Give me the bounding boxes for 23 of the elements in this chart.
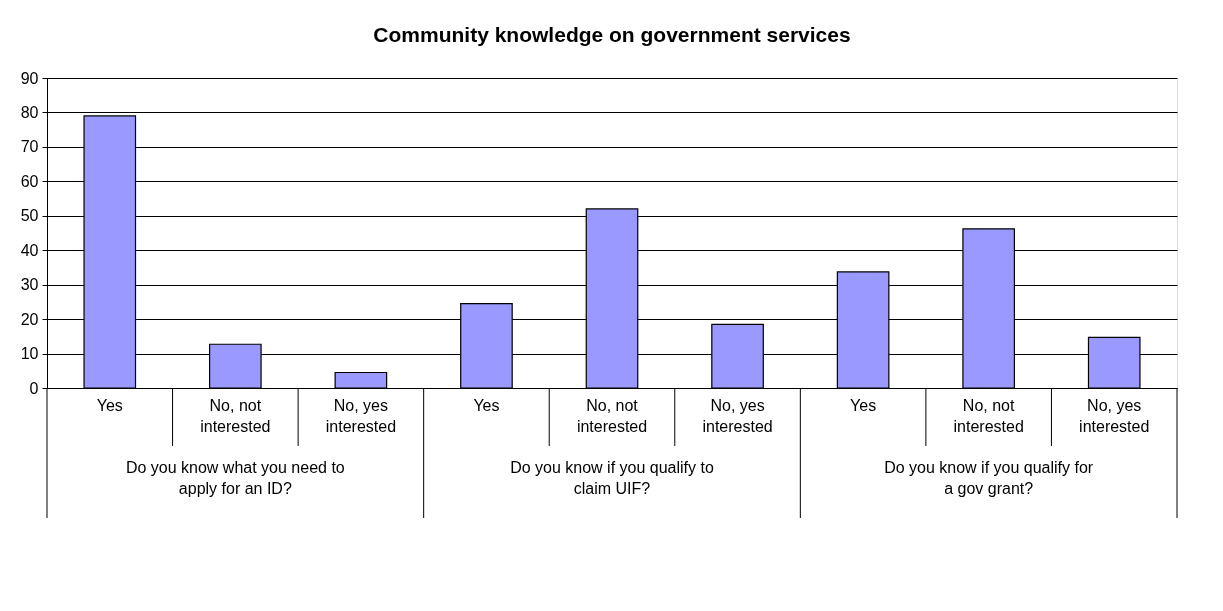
x-tick-label: No, yes interested: [325, 397, 397, 435]
x-tick-label: Yes: [473, 397, 500, 414]
x-tick-label: Yes: [96, 397, 123, 414]
x-tick-label: No, yes interested: [702, 397, 773, 435]
x-tick-label: Yes: [850, 397, 877, 414]
x-tick-label: No, yes interested: [1079, 397, 1150, 435]
text: Do you know what you need to apply for an ID?: [125, 459, 345, 497]
y-tick-label: 80: [20, 103, 39, 121]
y-tick-label: 50: [20, 207, 39, 225]
y-tick-label: 70: [20, 138, 39, 156]
x-tick-label: No, not interested: [576, 397, 648, 435]
y-tick-label: 30: [20, 276, 39, 294]
y-tick-label: 20: [20, 310, 39, 328]
y-tick-label: 60: [20, 172, 39, 190]
y-tick-label: 10: [20, 345, 39, 363]
x-tick-label: No, not interested: [953, 397, 1024, 435]
text: Do you know if you qualify to claim UIF?: [510, 459, 714, 497]
x-tick-label: No, not interested: [200, 397, 271, 435]
text: Do you know if you qualify for a gov grant?: [884, 459, 1094, 497]
y-tick-label: 40: [20, 241, 39, 259]
y-tick-label: 0: [29, 379, 39, 397]
y-tick-label: 90: [20, 69, 39, 87]
chart-title: Community knowledge on government services: [373, 23, 851, 46]
